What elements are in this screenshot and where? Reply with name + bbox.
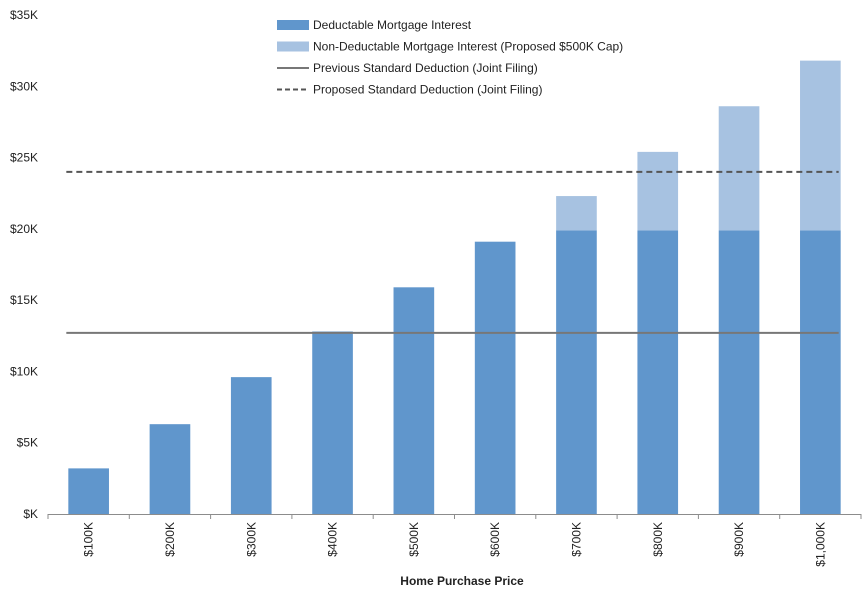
y-tick-label: $35K xyxy=(10,8,38,22)
y-tick-label: $30K xyxy=(10,79,38,93)
y-tick-label: $15K xyxy=(10,293,38,307)
x-tick-label: $200K xyxy=(163,522,177,557)
y-tick-label: $5K xyxy=(17,436,38,450)
legend-label: Previous Standard Deduction (Joint Filin… xyxy=(313,61,538,75)
y-axis: $K $5K $10K $15K $20K $25K $30K $35K xyxy=(10,8,38,521)
reference-lines xyxy=(66,170,839,334)
x-tick-label: $400K xyxy=(326,522,340,557)
bar-series-1 xyxy=(149,424,191,514)
x-tick-label: $100K xyxy=(82,522,96,557)
y-tick-label: $25K xyxy=(10,151,38,165)
legend-swatch xyxy=(277,41,309,52)
legend-label: Deductable Mortgage Interest xyxy=(313,18,472,32)
x-tick-label: $900K xyxy=(732,522,746,557)
bar-series-2 xyxy=(637,151,679,231)
bar-series-1 xyxy=(637,230,679,515)
legend-label: Non-Deductable Mortgage Interest (Propos… xyxy=(313,40,623,54)
y-tick-label: $10K xyxy=(10,364,38,378)
legend: Deductable Mortgage Interest Non-Deductab… xyxy=(277,18,623,97)
legend-swatch xyxy=(277,20,309,30)
bar-series-1 xyxy=(68,468,109,514)
bar-series-1 xyxy=(312,331,353,514)
y-tick-label: $20K xyxy=(10,222,38,236)
bar-series-2 xyxy=(556,196,597,231)
bar-series-1 xyxy=(556,230,597,515)
bar-series-2 xyxy=(718,106,760,231)
bar-series-1 xyxy=(474,241,516,514)
bar-series-1 xyxy=(230,377,272,514)
legend-label: Proposed Standard Deduction (Joint Filin… xyxy=(313,83,542,97)
x-tick-label: $800K xyxy=(651,522,665,557)
y-tick-label: $K xyxy=(23,507,38,521)
x-tick-label: $300K xyxy=(244,522,258,557)
x-tick-label: $1,000K xyxy=(813,522,827,567)
bar-series-1 xyxy=(800,230,841,515)
bar-series-1 xyxy=(393,287,435,514)
x-tick-label: $600K xyxy=(488,522,502,557)
bar-series-1 xyxy=(718,230,760,515)
x-tick-label: $700K xyxy=(569,522,583,557)
x-axis: $100K $200K $300K $400K $500K $600K $700K $800K… xyxy=(47,514,862,567)
bar-series-2 xyxy=(800,60,841,231)
bars xyxy=(68,60,841,515)
x-tick-label: $500K xyxy=(407,522,421,557)
x-axis-title: Home Purchase Price xyxy=(400,574,524,588)
